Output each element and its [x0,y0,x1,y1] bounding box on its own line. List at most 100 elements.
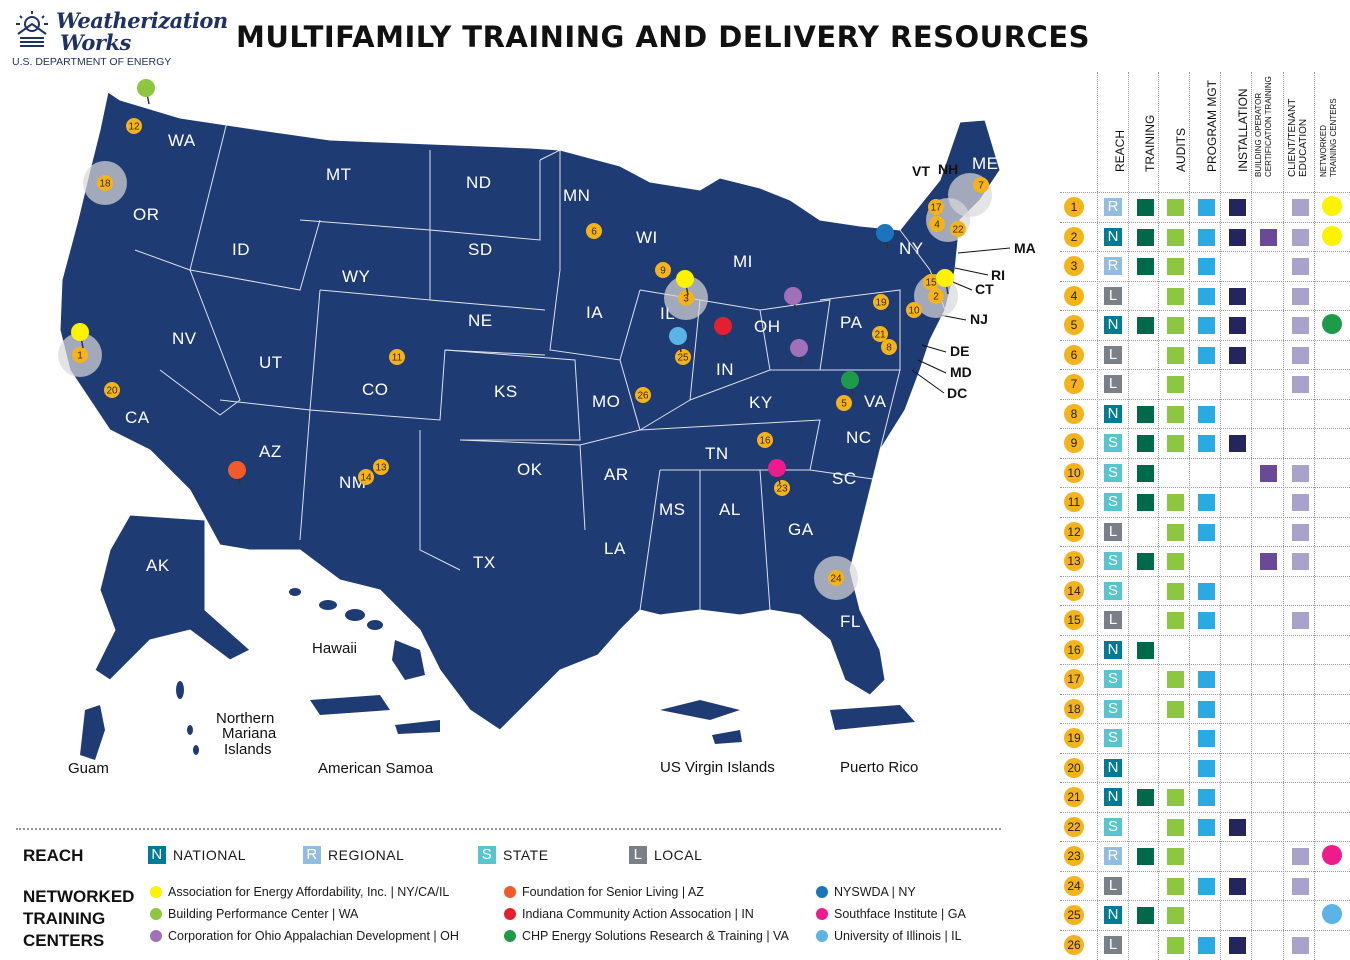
location-number-dot[interactable] [950,221,966,237]
location-number-dot[interactable] [675,349,691,365]
reach-badge: S [1104,817,1122,836]
state-label: FL [840,612,861,631]
reach-r-icon: R [303,846,321,864]
location-number-dot[interactable] [928,288,944,304]
reach-badge: R [1104,847,1122,865]
location-number-dot[interactable] [906,302,922,318]
location-number: 19 [875,298,887,309]
service-cell [1167,376,1184,393]
location-number: 3 [683,294,689,305]
service-cell [1198,582,1215,600]
service-cell [1292,464,1309,482]
row-number: 24 [1064,875,1084,896]
map-pin-icon[interactable] [790,339,808,357]
location-number-dot[interactable] [126,118,142,134]
service-cell [1292,936,1309,954]
location-number-dot[interactable] [774,480,790,496]
service-cell [1229,287,1246,305]
location-number-dot[interactable] [72,347,88,363]
location-number-dot[interactable] [389,349,405,365]
service-cell [1198,346,1215,364]
location-number-dot[interactable] [104,382,120,398]
table-row: 25 N [1060,900,1350,930]
map-pin-icon[interactable] [669,327,687,345]
service-cell [1167,405,1184,423]
map-pin-icon[interactable] [784,287,802,305]
map-pin-icon[interactable] [137,79,155,97]
location-number-dot[interactable] [873,294,889,310]
service-cell [1229,435,1246,452]
service-cell [1137,553,1154,570]
map-pin-icon[interactable] [876,224,894,242]
resource-table: REACH TRAINING AUDITS PROGRAM MGT INSTAL… [1060,72,1350,960]
service-cell [1137,464,1154,482]
location-number: 26 [637,391,649,402]
location-number-dot[interactable] [635,387,651,403]
reach-l-icon: L [629,846,647,864]
map-pin-icon[interactable] [71,323,89,341]
service-cell [1292,346,1309,364]
row-number: 4 [1064,285,1084,306]
table-row: 14 S [1060,575,1350,606]
service-cell [1167,700,1184,718]
reach-legend-local: L LOCAL [629,846,702,864]
location-number-dot[interactable] [836,395,852,411]
service-cell [1167,199,1184,216]
location-number-dot[interactable] [97,175,113,191]
callout-label: DE [950,343,969,359]
location-number-dot[interactable] [828,570,844,586]
state-label: NC [846,428,872,447]
location-number-dot[interactable] [929,216,945,232]
location-number-dot[interactable] [586,223,602,239]
row-number: 1 [1064,197,1084,217]
location-number-dot[interactable] [757,432,773,448]
state-label: WI [636,228,658,247]
state-label: AR [604,465,629,484]
location-number-dot[interactable] [881,339,897,355]
map-pin-icon[interactable] [714,317,732,335]
service-cell [1137,848,1154,865]
ntc-legend-item: University of Illinois | IL [816,929,962,943]
table-row: 11 S [1060,487,1350,517]
service-cell [1167,671,1184,688]
state-label: AL [719,500,741,519]
location-number-dot[interactable] [928,199,944,215]
reach-badge: S [1104,581,1122,600]
reach-badge: S [1104,699,1122,718]
usvi-shape [660,700,742,744]
map-pin-icon[interactable] [676,270,694,288]
col-header-client-2: EDUCATION [1291,72,1309,190]
service-cell [1167,287,1184,305]
location-number: 15 [925,278,937,289]
state-label: PA [840,313,863,332]
state-label: NY [899,239,924,258]
row-number: 16 [1064,639,1084,660]
ntc-heading-2: TRAINING [23,909,106,928]
reach-badge: N [1104,404,1122,423]
service-cell [1137,317,1154,334]
map-pin-icon[interactable] [768,459,786,477]
territory-label: Mariana [222,725,277,742]
service-cell [1260,553,1277,570]
header-text: REACH [1112,129,1127,172]
service-cell [1229,877,1246,895]
location-number-dot[interactable] [655,262,671,278]
location-number: 5 [841,399,847,410]
location-number-dot[interactable] [358,469,374,485]
ntc-legend-item: CHP Energy Solutions Research & Training… [504,929,789,943]
location-number-dot[interactable] [373,459,389,475]
row-number: 18 [1064,698,1084,719]
col-divider [1097,72,1098,960]
location-number-dot[interactable] [872,326,888,342]
map-pin-icon[interactable] [228,461,246,479]
location-number-dot[interactable] [678,290,694,306]
reach-badge: L [1104,345,1122,364]
map-pin-icon[interactable] [936,269,954,287]
location-number-dot[interactable] [923,274,939,290]
map-pin-icon[interactable] [841,371,859,389]
location-number-dot[interactable] [973,177,989,193]
table-row: 24 L [1060,870,1350,901]
